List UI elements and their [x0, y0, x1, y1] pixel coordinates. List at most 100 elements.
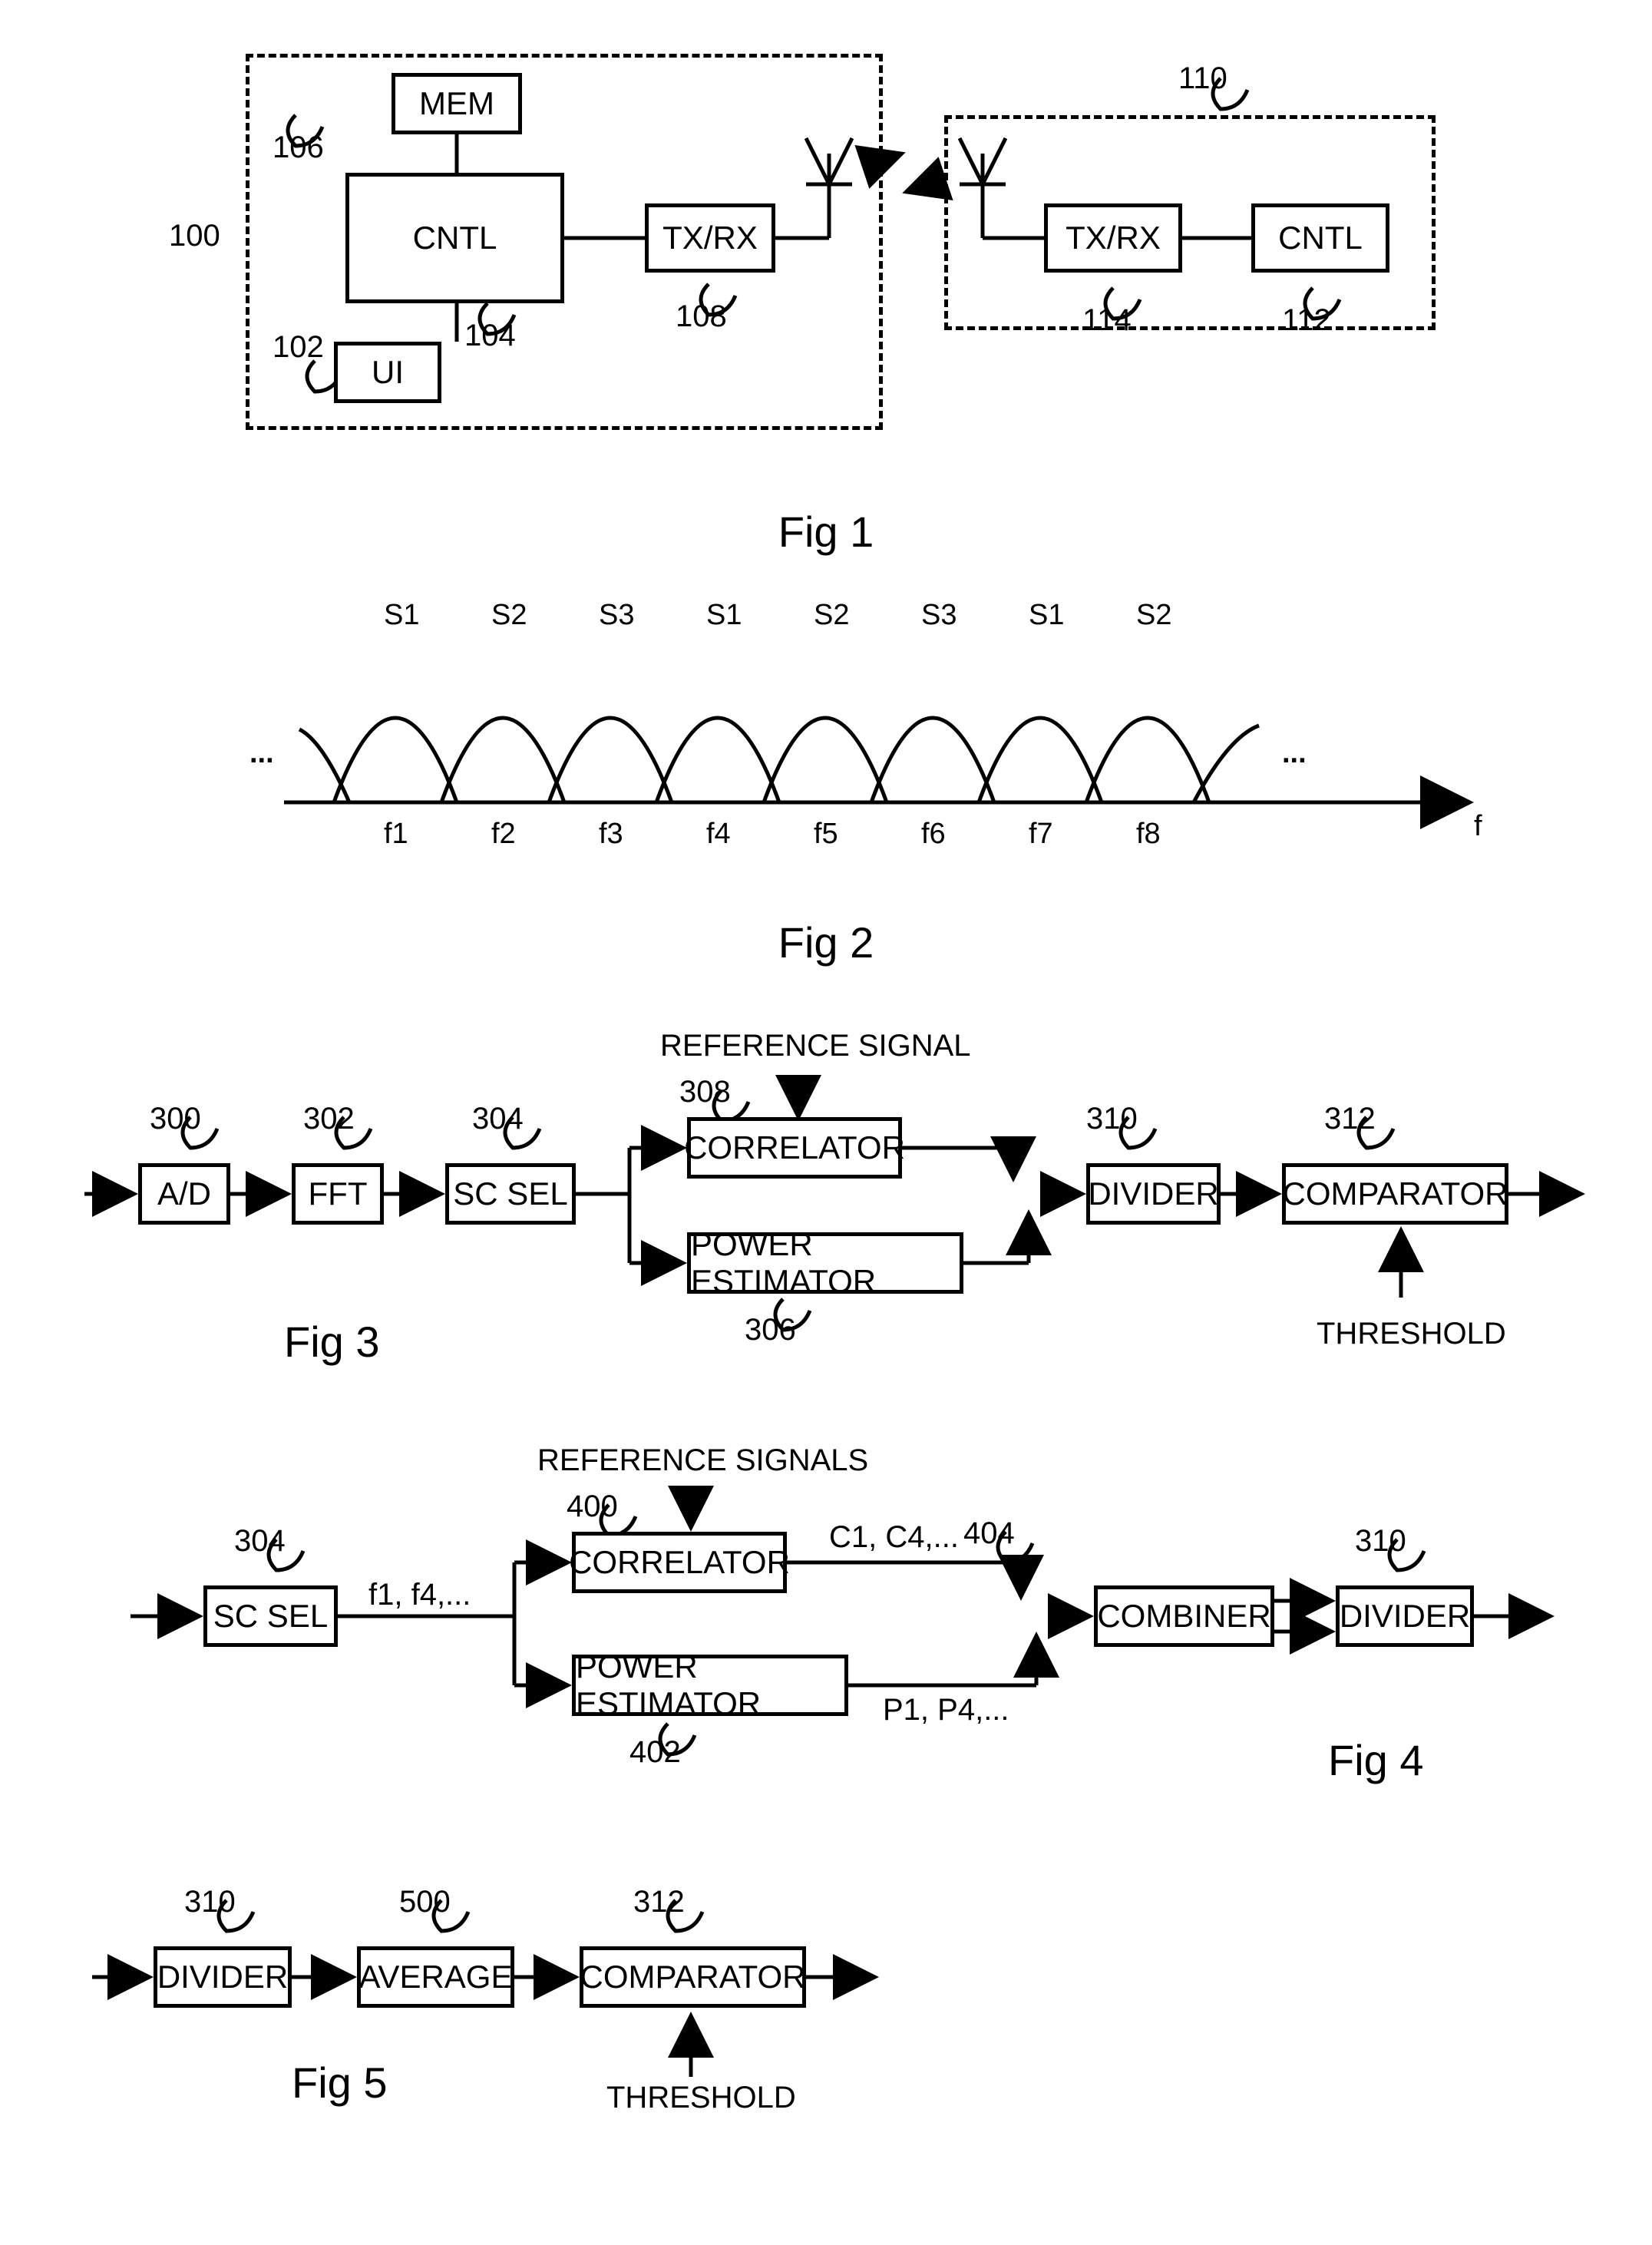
ref-402: 402 — [629, 1735, 681, 1770]
f7: f7 — [1029, 818, 1053, 851]
ref-400: 400 — [567, 1490, 618, 1524]
ref-110: 110 — [1178, 61, 1227, 96]
comparator-block-5: COMPARATOR — [580, 1946, 806, 2008]
ref-310-5: 310 — [184, 1885, 236, 1919]
ellipsis-left: ... — [249, 737, 274, 770]
ref-312-5: 312 — [633, 1885, 685, 1919]
comparator-block: COMPARATOR — [1282, 1163, 1508, 1225]
txrx-right-label: TX/RX — [1066, 220, 1161, 256]
mem-block: MEM — [392, 73, 522, 134]
fig5-caption: Fig 5 — [292, 2058, 388, 2108]
ref-304: 304 — [472, 1102, 524, 1136]
fig1-caption: Fig 1 — [31, 507, 1621, 557]
ui-label: UI — [372, 354, 404, 391]
p-label: P1, P4,... — [883, 1693, 1009, 1728]
ref-304-4: 304 — [234, 1524, 286, 1559]
mem-label: MEM — [419, 85, 494, 122]
divider-block-4: DIVIDER — [1336, 1585, 1474, 1647]
ref-404: 404 — [963, 1516, 1015, 1551]
pwr-block: POWER ESTIMATOR — [687, 1232, 963, 1294]
c-label: C1, C4,... — [829, 1520, 959, 1555]
pwr-label: POWER ESTIMATOR — [691, 1226, 960, 1300]
fig2-caption: Fig 2 — [31, 918, 1621, 967]
txrx-right-block: TX/RX — [1044, 203, 1182, 273]
threshold-label: THRESHOLD — [1317, 1317, 1506, 1351]
correlator-label: CORRELATOR — [684, 1129, 905, 1166]
ref-310-4: 310 — [1355, 1524, 1406, 1559]
correlator-block-4: CORRELATOR — [572, 1532, 787, 1593]
cntl-right-label: CNTL — [1278, 220, 1363, 256]
ref-308: 308 — [679, 1075, 731, 1109]
ref-310: 310 — [1086, 1102, 1138, 1136]
ref-signals-label: REFERENCE SIGNALS — [537, 1443, 868, 1478]
s1-6: S1 — [1029, 599, 1064, 632]
divider-block-5: DIVIDER — [154, 1946, 292, 2008]
ref-312: 312 — [1324, 1102, 1376, 1136]
scsel-block: SC SEL — [445, 1163, 576, 1225]
figure-1: MEM CNTL UI TX/RX TX/RX CNTL 100 106 104… — [107, 31, 1566, 461]
s2-4: S2 — [814, 599, 849, 632]
cntl-left-block: CNTL — [345, 173, 564, 303]
f1: f1 — [384, 818, 408, 851]
fft-block: FFT — [292, 1163, 384, 1225]
ref-102: 102 — [273, 330, 324, 365]
comparator-label: COMPARATOR — [1282, 1175, 1508, 1212]
correlator-block: CORRELATOR — [687, 1117, 902, 1179]
divider-label-5: DIVIDER — [157, 1959, 288, 1995]
scsel-label-4: SC SEL — [213, 1598, 328, 1635]
divider-label-4: DIVIDER — [1340, 1598, 1470, 1635]
figure-4: SC SEL CORRELATOR POWER ESTIMATOR COMBIN… — [77, 1428, 1612, 1812]
ref-300: 300 — [150, 1102, 201, 1136]
fig4-caption: Fig 4 — [1328, 1735, 1424, 1785]
ref-108: 108 — [676, 299, 727, 334]
figure-3: A/D FFT SC SEL CORRELATOR POWER ESTIMATO… — [77, 1013, 1612, 1382]
correlator-label-4: CORRELATOR — [569, 1544, 790, 1581]
ad-block: A/D — [138, 1163, 230, 1225]
ref-112: 112 — [1282, 303, 1331, 338]
ref-500: 500 — [399, 1885, 451, 1919]
combiner-label: COMBINER — [1097, 1598, 1270, 1635]
f4: f4 — [706, 818, 731, 851]
combiner-block: COMBINER — [1094, 1585, 1274, 1647]
txrx-left-block: TX/RX — [645, 203, 775, 273]
f8: f8 — [1136, 818, 1161, 851]
divider-block: DIVIDER — [1086, 1163, 1221, 1225]
s2-7: S2 — [1136, 599, 1171, 632]
figure-5: DIVIDER AVERAGE COMPARATOR 310 500 312 T… — [77, 1858, 1075, 2127]
ellipsis-right: ... — [1282, 737, 1307, 770]
s1-3: S1 — [706, 599, 742, 632]
fig3-caption: Fig 3 — [284, 1317, 380, 1367]
f3: f3 — [599, 818, 623, 851]
txrx-left-label: TX/RX — [662, 220, 758, 256]
ad-label: A/D — [157, 1175, 211, 1212]
pwr-label-4: POWER ESTIMATOR — [576, 1648, 844, 1722]
average-block: AVERAGE — [357, 1946, 514, 2008]
s1-0: S1 — [384, 599, 419, 632]
fft-label: FFT — [309, 1175, 368, 1212]
ref-306: 306 — [745, 1313, 796, 1347]
ref-302: 302 — [303, 1102, 355, 1136]
f5: f5 — [814, 818, 838, 851]
cntl-right-block: CNTL — [1251, 203, 1389, 273]
f6: f6 — [921, 818, 946, 851]
ref-114: 114 — [1082, 303, 1132, 338]
s3-5: S3 — [921, 599, 957, 632]
ref-100: 100 — [169, 219, 220, 253]
s3-2: S3 — [599, 599, 634, 632]
scsel-block-4: SC SEL — [203, 1585, 338, 1647]
ref-104: 104 — [464, 319, 516, 353]
ref-106: 106 — [273, 131, 324, 165]
f-axis: f — [1474, 810, 1482, 843]
threshold-label-5: THRESHOLD — [606, 2081, 796, 2115]
cntl-left-label: CNTL — [413, 220, 497, 256]
divider-label: DIVIDER — [1088, 1175, 1218, 1212]
in-label: f1, f4,... — [368, 1578, 471, 1612]
average-label: AVERAGE — [359, 1959, 513, 1995]
ref-signal-label: REFERENCE SIGNAL — [660, 1029, 971, 1063]
scsel-label: SC SEL — [453, 1175, 567, 1212]
f2: f2 — [491, 818, 516, 851]
s2-1: S2 — [491, 599, 527, 632]
pwr-block-4: POWER ESTIMATOR — [572, 1655, 848, 1716]
figure-2: ... ... S1 S2 S3 S1 S2 S3 S1 S2 f1 f2 f3… — [207, 587, 1512, 871]
ui-block: UI — [334, 342, 441, 403]
